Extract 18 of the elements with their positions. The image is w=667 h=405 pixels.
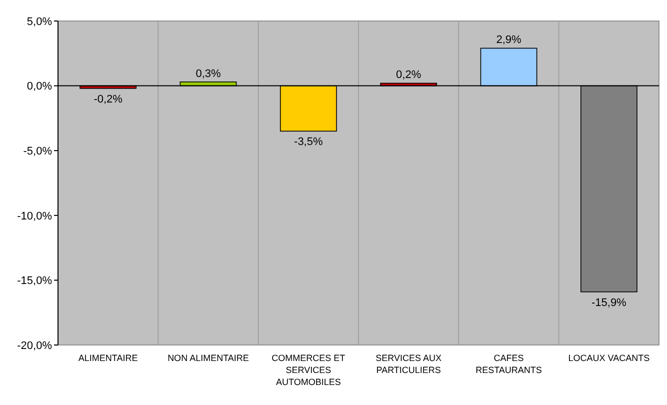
y-tick-label: -15,0% (17, 275, 52, 288)
y-tick-label: -5,0% (23, 145, 52, 158)
data-label: -3,5% (294, 136, 323, 148)
x-tick-label: COMMERCES ET SERVICES AUTOMOBILES (272, 353, 346, 387)
y-tick-label: 5,0% (26, 16, 52, 28)
x-tick-label: ALIMENTAIRE (78, 353, 138, 363)
y-tick-label: 0,0% (26, 80, 52, 93)
x-tick-label: NON ALIMENTAIRE (168, 353, 249, 363)
data-label: 0,2% (396, 69, 422, 82)
x-tick-label: LOCAUX VACANTS (568, 353, 650, 363)
data-label: -0,2% (94, 93, 123, 106)
y-tick-label: -20,0% (17, 340, 52, 352)
data-label: 0,3% (196, 68, 221, 80)
data-label: 2,9% (496, 34, 522, 46)
y-tick-label: -10,0% (17, 210, 52, 222)
x-tick-label: SERVICES AUX PARTICULIERS (376, 353, 442, 375)
x-tick-label: CAFES RESTAURANTS (476, 353, 542, 375)
data-label: -15,9% (591, 296, 627, 309)
